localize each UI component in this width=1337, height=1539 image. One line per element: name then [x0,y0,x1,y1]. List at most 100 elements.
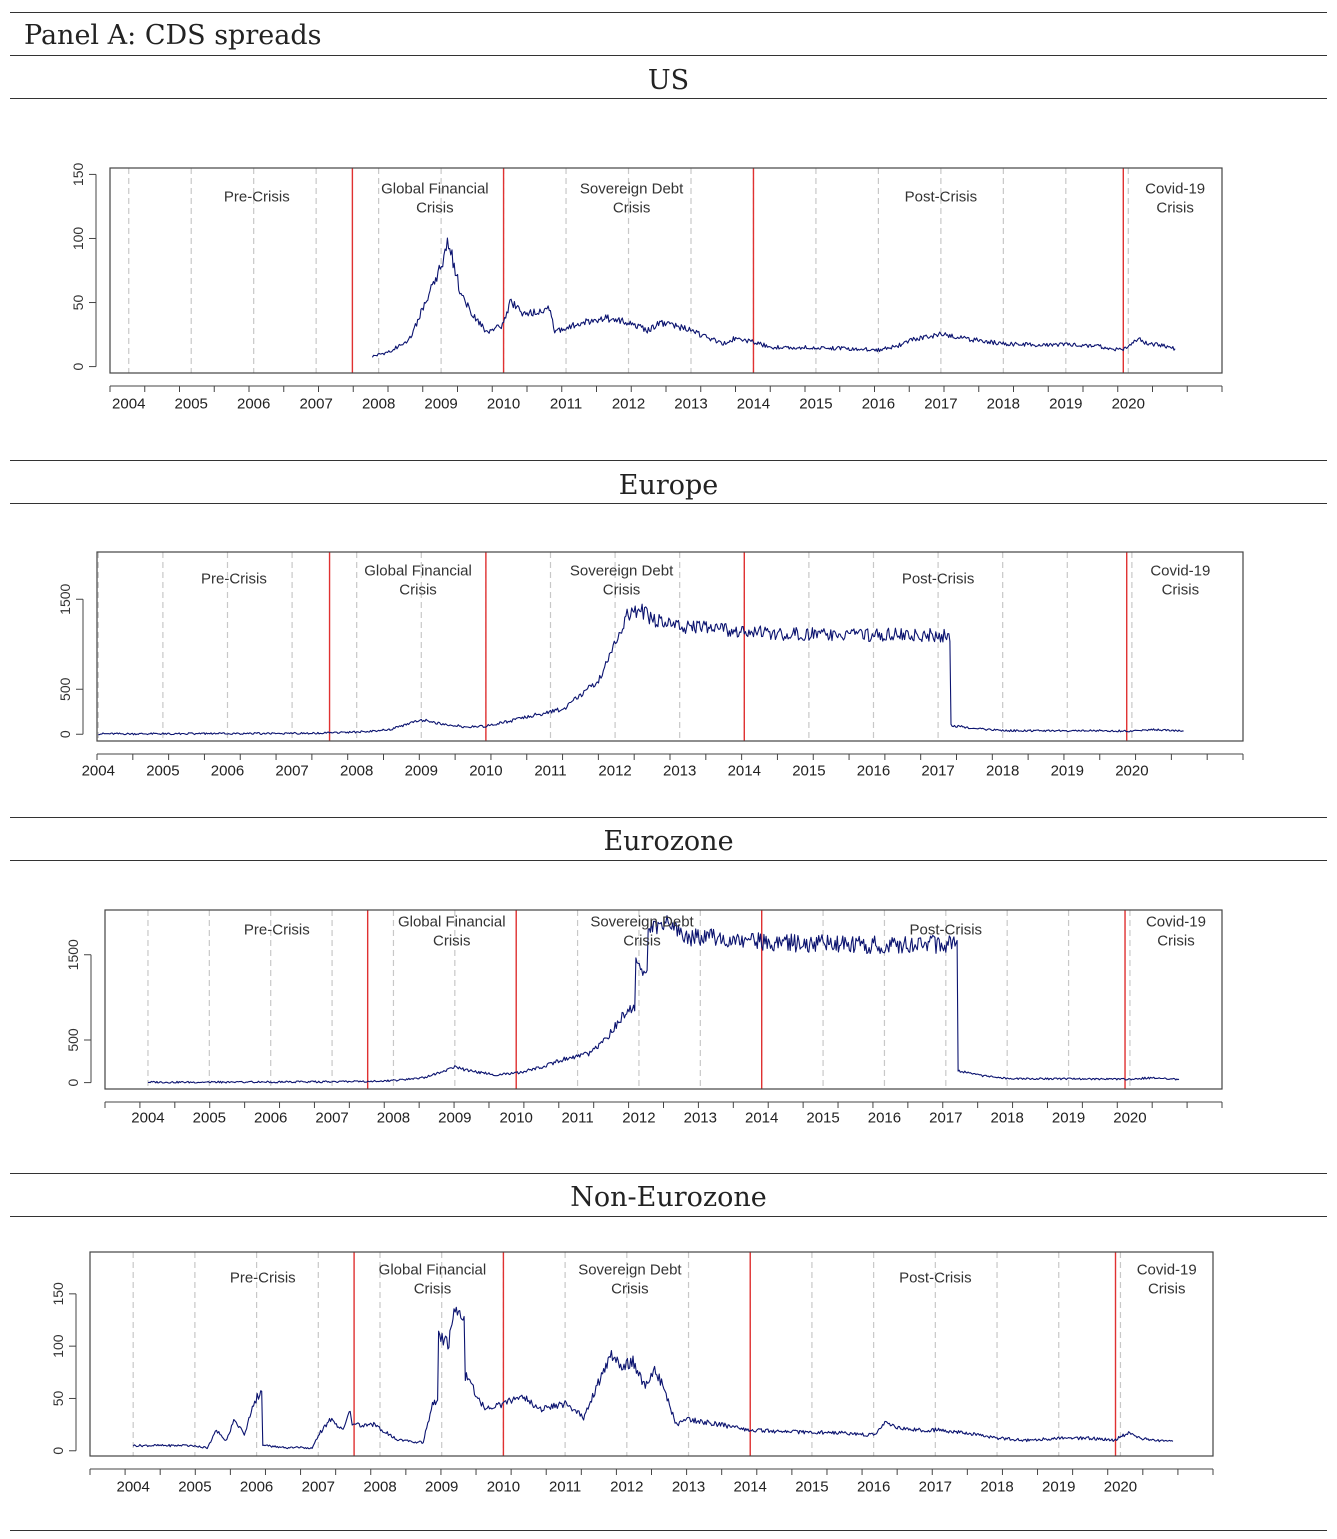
period-label: Covid-19 [1145,181,1205,198]
series-line [147,915,1180,1084]
x-tick-label: 2018 [986,763,1019,780]
x-tick-label: 2008 [363,1479,396,1496]
y-tick-label: 100 [70,227,86,251]
y-tick-label: 0 [70,362,86,370]
period-label: Post-Crisis [899,1270,972,1287]
x-tick-label: 2016 [857,763,890,780]
x-tick-label: 2018 [987,396,1020,413]
period-label: Crisis [416,200,454,217]
y-tick-label: 1500 [65,939,81,970]
x-tick-label: 2007 [302,1479,335,1496]
chart-us: 0 50 100 150 2004 2005 2006 2007 2008 2009 2010 201… [70,163,1223,413]
divider [10,1216,1327,1217]
x-tick-label: 2005 [175,396,208,413]
divider [10,1173,1327,1174]
x-tick-label: 2014 [728,763,761,780]
period-label: Crisis [1156,200,1194,217]
x-tick-label: 2017 [924,396,957,413]
y-tick-label: 150 [70,163,86,187]
y-tick-label: 500 [65,1028,81,1052]
period-label: Post-Crisis [910,922,983,939]
divider [10,460,1327,461]
x-tick-label: 2016 [857,1479,890,1496]
period-label: Crisis [414,1281,452,1298]
x-tick-label: 2015 [792,763,825,780]
x-tick-label: 2019 [1042,1479,1075,1496]
period-label: Global Financial [381,181,489,198]
plot-frame [109,167,1223,374]
x-tick-label: 2012 [612,396,645,413]
x-tick-label: 2019 [1049,396,1082,413]
x-tick-label: 2010 [487,396,520,413]
x-tick-label: 2019 [1052,1110,1085,1127]
x-tick-label: 2004 [131,1110,164,1127]
x-tick-label: 2014 [737,396,770,413]
x-tick-label: 2005 [193,1110,226,1127]
y-tick-label: 50 [70,295,86,311]
divider [10,12,1327,13]
period-label: Post-Crisis [905,189,978,206]
x-tick-label: 2012 [598,763,631,780]
x-tick-label: 2009 [405,763,438,780]
x-tick-label: 2015 [795,1479,828,1496]
x-tick-label: 2015 [799,396,832,413]
x-tick-label: 2011 [549,1479,581,1496]
x-tick-label: 2010 [469,763,502,780]
x-tick-label: 2008 [340,763,373,780]
x-tick-label: 2012 [622,1110,655,1127]
period-label: Covid-19 [1146,914,1206,931]
x-tick-label: 2009 [425,1479,458,1496]
period-label: Crisis [623,933,661,950]
divider [10,98,1327,99]
x-tick-label: 2013 [684,1110,717,1127]
x-tick-label: 2020 [1112,396,1145,413]
period-label: Crisis [433,933,471,950]
plot-frame [104,909,1223,1090]
x-tick-label: 2016 [868,1110,901,1127]
x-tick-label: 2018 [980,1479,1013,1496]
chart-title-non-eurozone: Non-Eurozone [570,1182,767,1213]
period-label: Global Financial [379,1262,487,1279]
x-tick-label: 2017 [921,763,954,780]
y-tick-label: 150 [50,1282,66,1306]
y-tick-label: 1500 [57,583,73,614]
chart-title-europe: Europe [618,470,719,501]
x-tick-label: 2017 [929,1110,962,1127]
y-tick-label: 100 [50,1334,66,1358]
period-label: Pre-Crisis [230,1270,296,1287]
plot-frame [89,1251,1214,1457]
series-line [98,603,1184,736]
x-tick-label: 2014 [734,1479,767,1496]
x-tick-label: 2007 [275,763,308,780]
x-tick-label: 2016 [862,396,895,413]
x-tick-label: 2004 [112,396,145,413]
y-tick-label: 50 [50,1390,66,1406]
panel-title: Panel A: CDS spreads [24,20,322,51]
chart-title-us: US [647,65,690,96]
divider [10,817,1327,818]
period-label: Crisis [1148,1281,1186,1298]
x-tick-label: 2014 [745,1110,778,1127]
period-label: Global Financial [364,563,472,580]
x-tick-label: 2020 [1113,1110,1146,1127]
x-tick-label: 2008 [362,396,395,413]
plot-frame [96,551,1244,742]
x-tick-label: 2011 [534,763,566,780]
period-label: Sovereign Debt [570,563,674,580]
period-label: Pre-Crisis [224,189,290,206]
period-label: Crisis [399,582,437,599]
x-tick-label: 2009 [438,1110,471,1127]
series-line [371,237,1176,358]
period-label: Crisis [1162,582,1200,599]
x-tick-label: 2011 [550,396,582,413]
period-label: Crisis [1157,933,1195,950]
x-tick-label: 2006 [211,763,244,780]
x-tick-label: 2007 [299,396,332,413]
x-tick-label: 2011 [561,1110,593,1127]
x-tick-label: 2013 [674,396,707,413]
period-label: Sovereign Debt [590,914,694,931]
x-tick-label: 2007 [315,1110,348,1127]
x-tick-label: 2004 [82,763,115,780]
period-label: Global Financial [398,914,506,931]
